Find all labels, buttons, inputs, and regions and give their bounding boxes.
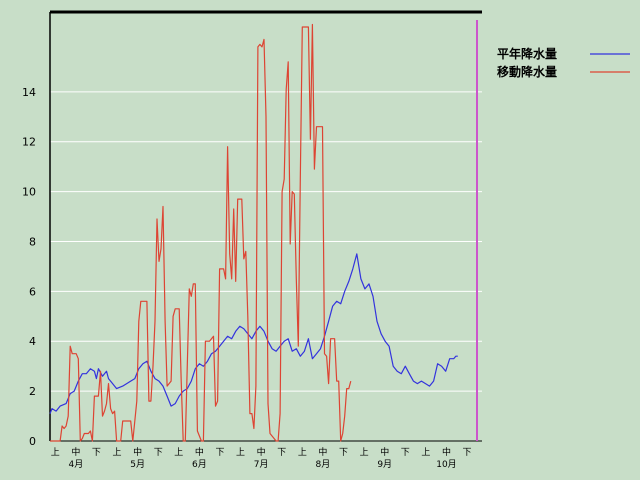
x-period-label: 中 — [71, 446, 80, 458]
y-tick-label: 0 — [29, 435, 36, 448]
series-lines — [49, 23, 458, 442]
y-tick-label: 12 — [22, 136, 36, 149]
y-tick-label: 14 — [22, 86, 36, 99]
x-period-label: 上 — [113, 447, 122, 458]
x-period-label: 下 — [463, 448, 472, 458]
x-period-label: 上 — [298, 447, 307, 458]
x-period-label: 中 — [442, 446, 451, 458]
y-tick-label: 2 — [29, 385, 36, 398]
y-tick-label: 4 — [29, 335, 36, 348]
series-0 — [49, 253, 458, 414]
x-axis-ticks: 上中下上中下上中下上中下上中下上中下上中下4月 5月 6月 7月 8月 9月 10月 — [51, 446, 472, 470]
x-period-label: 中 — [133, 446, 142, 458]
x-period-label: 下 — [92, 448, 101, 458]
x-period-label: 中 — [318, 446, 327, 458]
x-period-label: 上 — [421, 447, 430, 458]
x-period-label: 下 — [277, 448, 286, 458]
x-period-label: 下 — [215, 448, 224, 458]
x-month-label: 7月 — [254, 459, 269, 470]
y-tick-label: 8 — [29, 235, 36, 248]
x-period-label: 中 — [380, 446, 389, 458]
legend-label-1: 移動降水量 — [497, 64, 557, 79]
y-axis-ticks: 0 2 4 6 8 10 12 14 — [22, 86, 36, 448]
x-period-label: 上 — [174, 447, 183, 458]
series-1 — [50, 23, 352, 442]
x-month-label: 4月 — [68, 459, 83, 470]
x-period-label: 中 — [257, 446, 266, 458]
y-tick-label: 6 — [29, 285, 36, 298]
x-period-label: 下 — [339, 448, 348, 458]
axes — [49, 10, 482, 442]
x-period-label: 上 — [360, 447, 369, 458]
x-month-label: 6月 — [192, 459, 207, 470]
x-period-label: 上 — [51, 447, 60, 458]
legend-label-0: 平年降水量 — [497, 46, 557, 61]
x-month-label: 8月 — [316, 459, 331, 470]
x-month-label: 10月 — [436, 459, 456, 470]
series-line-0 — [49, 253, 458, 414]
x-month-label: 9月 — [377, 459, 392, 470]
series-line-1 — [50, 23, 352, 442]
x-period-label: 上 — [236, 447, 245, 458]
x-month-label: 5月 — [130, 459, 145, 470]
x-period-label: 下 — [401, 448, 410, 458]
y-tick-label: 10 — [22, 186, 36, 199]
x-period-label: 中 — [195, 446, 204, 458]
x-period-label: 下 — [154, 448, 163, 458]
